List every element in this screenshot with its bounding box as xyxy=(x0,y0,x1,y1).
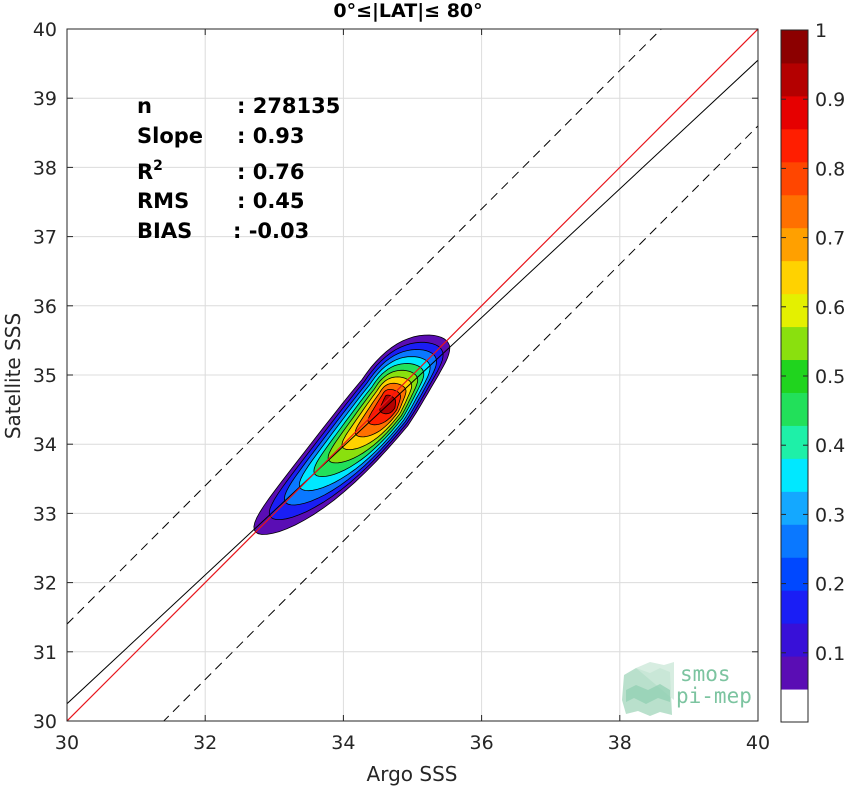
colorbar-segment xyxy=(781,62,808,97)
colorbar-segment xyxy=(781,128,808,163)
logo-text-line2: pi-mep xyxy=(676,684,752,708)
grid-lines xyxy=(66,28,759,722)
stat-value: : -0.03 xyxy=(233,219,309,243)
colorbar-segment xyxy=(781,689,808,723)
x-tick-label: 30 xyxy=(55,732,79,754)
y-tick-label: 32 xyxy=(33,573,57,595)
colorbar-tick-label: 0.3 xyxy=(815,504,845,526)
colorbar-segment xyxy=(781,293,808,328)
upper-bound-line xyxy=(67,29,662,625)
logo-text-line1: smos xyxy=(680,662,731,686)
colorbar-segment xyxy=(781,656,808,690)
smos-pi-mep-logo: smos pi-mep xyxy=(622,662,752,716)
colorbar-tick-label: 1 xyxy=(815,20,827,42)
colorbar-segment xyxy=(781,227,808,262)
stat-value: : 0.93 xyxy=(237,124,305,148)
colorbar-tick-label: 0.8 xyxy=(815,158,845,180)
y-tick-label: 38 xyxy=(33,157,57,179)
reference-lines xyxy=(67,29,758,721)
y-axis-ticks: 30 31 32 33 34 35 36 37 38 39 40 xyxy=(33,19,758,733)
stat-superscript: 2 xyxy=(153,158,163,174)
colorbar-segment xyxy=(781,491,808,525)
colorbar-segment xyxy=(781,458,808,492)
colorbar-tick-label: 0.7 xyxy=(815,228,845,250)
y-tick-label: 33 xyxy=(33,503,57,525)
colorbar-segment xyxy=(781,623,808,657)
stat-label: Slope xyxy=(137,124,203,148)
colorbar-segment xyxy=(781,524,808,558)
y-tick-label: 30 xyxy=(33,711,57,733)
y-axis-label: Satellite SSS xyxy=(1,313,25,439)
stat-value: : 0.76 xyxy=(237,160,305,184)
x-axis-label: Argo SSS xyxy=(367,762,458,786)
colorbar-segment xyxy=(781,425,808,459)
y-tick-label: 37 xyxy=(33,227,57,249)
logo-icon xyxy=(622,662,674,716)
x-tick-label: 36 xyxy=(470,732,494,754)
colorbar-segment xyxy=(781,95,808,130)
colorbar-tick-label: 0.1 xyxy=(815,643,845,665)
y-tick-label: 40 xyxy=(33,19,57,41)
colorbar-tick-label: 0.6 xyxy=(815,297,845,319)
x-tick-label: 34 xyxy=(331,732,355,754)
y-tick-label: 39 xyxy=(33,88,57,110)
stat-value: : 0.45 xyxy=(237,189,305,213)
stat-label: n xyxy=(137,94,152,118)
colorbar-segment xyxy=(781,590,808,624)
x-tick-label: 40 xyxy=(746,732,770,754)
fit-line xyxy=(67,59,758,705)
colorbar-segment xyxy=(781,194,808,229)
stat-label: RMS xyxy=(137,189,189,213)
x-axis-ticks: 30 32 34 36 38 40 xyxy=(55,29,770,754)
colorbar-segment xyxy=(781,326,808,361)
y-tick-label: 35 xyxy=(33,365,57,387)
stat-label: BIAS xyxy=(137,219,192,243)
x-tick-label: 38 xyxy=(608,732,632,754)
colorbar-ticks: 0.1 0.2 0.3 0.4 0.5 0.6 0.7 0.8 0.9 1 xyxy=(781,20,845,665)
colorbar-tick-label: 0.4 xyxy=(815,435,845,457)
lower-bound-line xyxy=(163,125,758,721)
colorbar-segment xyxy=(781,30,808,64)
y-tick-label: 36 xyxy=(33,296,57,318)
y-tick-label: 34 xyxy=(33,434,57,456)
colorbar-segment xyxy=(781,260,808,295)
colorbar-segment xyxy=(781,557,808,591)
colorbar-segment xyxy=(781,161,808,196)
x-tick-label: 32 xyxy=(193,732,217,754)
colorbar-tick-label: 0.5 xyxy=(815,366,845,388)
y-tick-label: 31 xyxy=(33,642,57,664)
colorbar-tick-label: 0.2 xyxy=(815,574,845,596)
colorbar-tick-label: 0.9 xyxy=(815,89,845,111)
plot-area xyxy=(66,28,759,722)
identity-line xyxy=(67,29,758,721)
stat-value: : 278135 xyxy=(237,94,340,118)
colorbar-segment xyxy=(781,392,808,426)
chart-title: 0°≤|LAT|≤ 80° xyxy=(333,0,482,22)
